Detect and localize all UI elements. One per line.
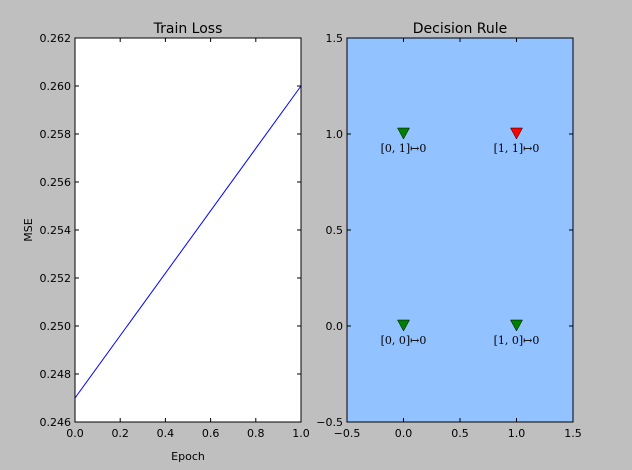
decision-rule-chart: Decision Rule −0.5 0.0 0.5 1.0 1.5 −0.5 0.0 0.… bbox=[316, 21, 581, 440]
point-group: [0, 1]↦0 [1, 1]↦0 [0, 0]↦0 [1, 0]↦0 bbox=[381, 127, 540, 347]
y-tick-label: 1.5 bbox=[326, 32, 344, 45]
x-tick-label: 0.0 bbox=[66, 427, 84, 440]
plot-frame bbox=[346, 37, 574, 423]
x-tick-label: 0.5 bbox=[451, 427, 469, 440]
point-label: [0, 0]↦0 bbox=[381, 334, 427, 347]
plot-area bbox=[75, 38, 301, 422]
point-label: [1, 0]↦0 bbox=[494, 334, 540, 347]
y-tick-label: 1.0 bbox=[326, 128, 344, 141]
y-tick-label: 0.5 bbox=[326, 224, 344, 237]
loss-line bbox=[74, 85, 302, 399]
x-tick-label: 1.0 bbox=[292, 427, 310, 440]
y-tick-label: −0.5 bbox=[316, 416, 343, 429]
y-tick-label: 0.260 bbox=[40, 80, 72, 93]
x-tick-label: 0.4 bbox=[157, 427, 175, 440]
point-label: [0, 1]↦0 bbox=[381, 142, 427, 155]
y-tick-group: −0.5 0.0 0.5 1.0 1.5 bbox=[316, 32, 573, 429]
chart-title: Train Loss bbox=[153, 21, 223, 37]
y-axis-label: MSE bbox=[22, 218, 35, 241]
y-tick-label: 0.0 bbox=[326, 320, 344, 333]
chart-title: Decision Rule bbox=[413, 21, 508, 37]
train-loss-chart: Train Loss 0.246 0.248 0.250 0.252 0.254 0.25… bbox=[22, 21, 310, 463]
y-tick-label: 0.256 bbox=[40, 176, 72, 189]
y-tick-label: 0.250 bbox=[40, 320, 72, 333]
x-axis-label: Epoch bbox=[171, 450, 205, 463]
point-marker bbox=[397, 127, 410, 140]
y-tick-label: 0.252 bbox=[40, 272, 72, 285]
plot-frame bbox=[74, 37, 302, 423]
x-tick-group: −0.5 0.0 0.5 1.0 1.5 bbox=[334, 38, 582, 440]
x-tick-label: 0.6 bbox=[202, 427, 220, 440]
loss-series-group bbox=[74, 85, 302, 399]
decision-region bbox=[347, 38, 573, 422]
point-marker bbox=[510, 319, 523, 332]
y-tick-label: 0.248 bbox=[40, 368, 72, 381]
x-tick-label: 1.0 bbox=[508, 427, 526, 440]
x-tick-label: 1.5 bbox=[564, 427, 582, 440]
y-tick-label: 0.254 bbox=[40, 224, 72, 237]
point-marker bbox=[510, 127, 523, 140]
x-tick-label: 0.8 bbox=[247, 427, 265, 440]
point-label: [1, 1]↦0 bbox=[494, 142, 540, 155]
point-marker bbox=[397, 319, 410, 332]
x-tick-label: 0.2 bbox=[111, 427, 129, 440]
y-tick-group: 0.246 0.248 0.250 0.252 0.254 0.256 0.258 0.260… bbox=[40, 32, 301, 429]
y-tick-label: 0.246 bbox=[40, 416, 72, 429]
y-tick-label: 0.262 bbox=[40, 32, 72, 45]
x-tick-label: −0.5 bbox=[334, 427, 361, 440]
y-tick-label: 0.258 bbox=[40, 128, 72, 141]
x-tick-group: 0.0 0.2 0.4 0.6 0.8 1.0 bbox=[66, 38, 310, 440]
x-tick-label: 0.0 bbox=[395, 427, 413, 440]
